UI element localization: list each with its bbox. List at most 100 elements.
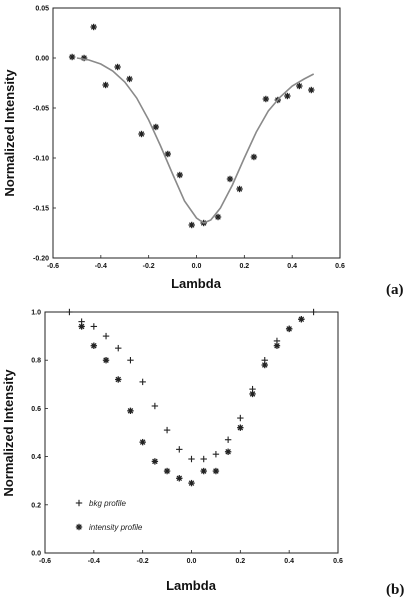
data-point-asterisk [176,171,183,179]
data-point-asterisk [296,82,303,90]
panel-label-a: (a) [386,282,404,298]
data-point-asterisk [163,467,171,475]
x-tick-labels-b: -0.6 -0.4 -0.2 0.0 0.2 0.4 0.6 [39,550,343,565]
y-tick-label: 0.05 [35,6,49,13]
data-point-asterisk [78,323,85,330]
y-tick-label: 0.6 [31,406,41,413]
data-point-asterisk [273,342,281,349]
y-tick-label: -0.20 [33,256,49,263]
data-point-plus [66,308,73,316]
y-axis-label-b: Normalized Intensity [1,369,16,497]
legend-marker-plus [75,499,83,507]
data-point-asterisk [90,342,98,349]
data-point-plus [200,455,207,463]
x-tick-label: 0.6 [333,558,343,565]
data-point-plus [310,308,317,316]
y-tick-label: 1.0 [31,310,41,317]
chart-b: -0.6 -0.4 -0.2 0.0 0.2 0.4 0.6 1.0 0.8 0.6 0.4 0.2… [1,308,404,598]
data-point-asterisk [226,175,234,183]
data-point-plus [139,378,146,386]
x-tick-labels-a: -0.6 -0.4 -0.2 0.0 0.2 0.4 0.6 [47,255,345,270]
fit-curve [76,57,315,224]
data-point-asterisk [127,407,134,415]
data-point-asterisk [308,86,315,94]
x-tick-label: 0.4 [287,263,297,270]
legend-label-intensity: intensity profile [89,523,143,532]
x-tick-label: -0.6 [47,263,59,270]
data-point-asterisk [236,185,243,193]
panel-label-b: (b) [386,582,404,598]
x-tick-label: -0.6 [39,558,51,565]
data-point-asterisk [102,81,109,89]
x-tick-label: 0.6 [335,263,345,270]
data-point-plus [151,402,159,410]
legend-symbol-intensity [75,523,83,531]
data-point-asterisk [212,467,220,475]
x-tick-label: 0.0 [192,263,202,270]
x-tick-label: 0.0 [187,558,197,565]
data-point-asterisk [139,438,146,446]
legend-symbol-bkg [75,499,83,507]
x-axis-label-a: Lambda [171,276,222,291]
y-tick-label: -0.05 [33,106,49,113]
data-point-asterisk [237,424,244,431]
y-tick-label: 0.4 [31,454,41,461]
plot-frame-a [52,7,341,259]
legend-label-bkg: bkg profile [89,499,126,508]
data-point-asterisk [214,213,222,221]
plot-frame-b [44,311,339,554]
x-tick-label: -0.4 [88,558,100,565]
plot-area-a [52,7,341,259]
data-marks-b [66,308,317,487]
y-tick-label: 0.8 [31,358,41,365]
data-point-asterisk [176,475,183,482]
x-tick-label: 0.2 [235,558,245,565]
data-point-asterisk [224,448,232,455]
data-point-asterisk [102,357,110,364]
y-tick-label: 0.0 [31,551,41,558]
data-point-asterisk [261,361,268,369]
data-point-plus [237,414,244,422]
data-point-plus [212,450,220,458]
data-point-plus [176,446,183,453]
data-point-asterisk [126,75,133,83]
data-point-asterisk [68,53,76,61]
data-point-asterisk [151,458,159,465]
data-point-asterisk [250,153,258,161]
y-axis-label-a: Normalized Intensity [2,69,17,197]
data-point-plus [163,426,171,434]
data-marks-a [68,23,315,229]
y-tick-labels-b: 1.0 0.8 0.6 0.4 0.2 0.0 [31,310,48,558]
data-point-plus [102,332,110,340]
data-point-asterisk [249,390,256,398]
x-tick-label: -0.2 [143,263,155,270]
y-tick-label: -0.10 [33,156,49,163]
x-tick-label: 0.4 [284,558,294,565]
y-tick-label: 0.2 [31,502,41,509]
y-tick-label: 0.00 [35,56,49,63]
data-point-asterisk [164,150,171,158]
x-axis-label-b: Lambda [166,578,217,593]
data-point-asterisk [188,479,195,487]
data-point-asterisk [188,221,195,229]
data-point-plus [188,455,195,463]
data-point-asterisk [200,467,207,475]
y-tick-labels-a: 0.05 0.00 -0.05 -0.10 -0.15 -0.20 [33,6,56,263]
x-tick-label: -0.4 [95,263,107,270]
data-point-asterisk [262,95,270,103]
data-point-asterisk [285,325,293,333]
data-point-asterisk [114,63,121,71]
data-point-asterisk [138,130,145,138]
data-point-plus [90,323,98,330]
data-point-plus [224,436,232,443]
y-tick-label: -0.15 [33,206,49,213]
x-tick-label: 0.2 [239,263,249,270]
data-point-asterisk [298,316,305,323]
data-point-plus [127,357,134,364]
data-point-asterisk [152,123,160,131]
legend-b: bkg profile intensity profile [75,499,143,532]
x-tick-label: -0.2 [137,558,149,565]
data-point-asterisk [115,376,122,383]
data-point-asterisk [90,23,97,31]
legend-marker-asterisk [75,523,83,531]
